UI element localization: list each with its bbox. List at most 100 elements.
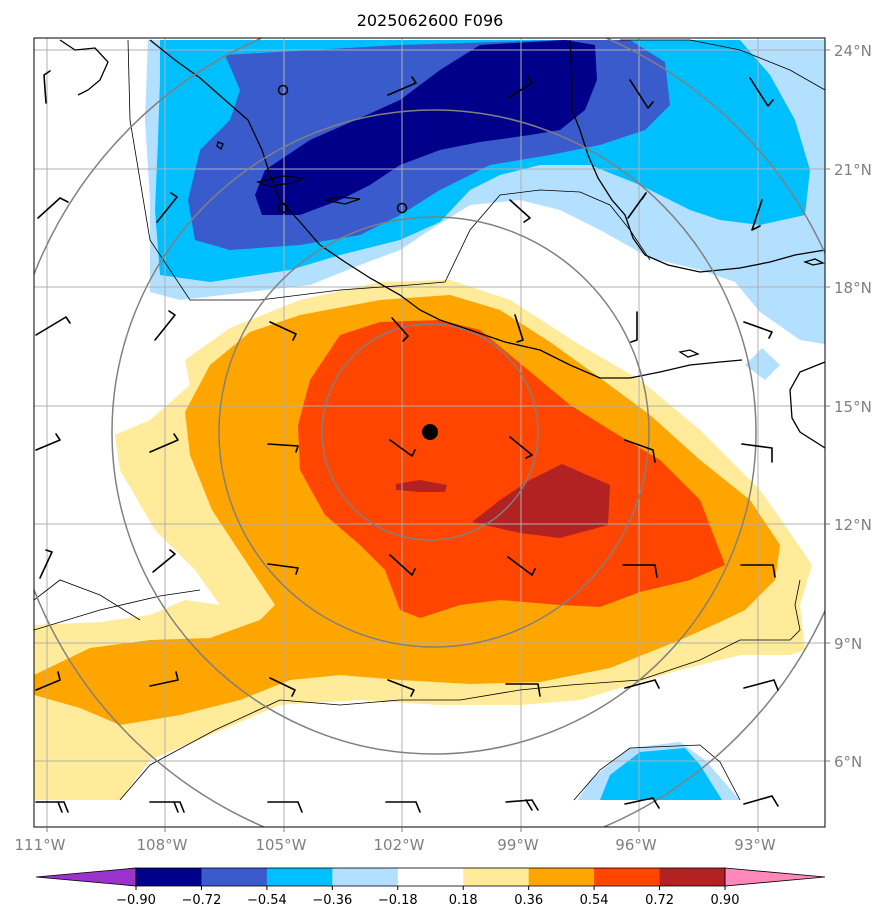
- negative-anomaly-field: [145, 40, 825, 800]
- colorbar-tick-label: −0.36: [312, 893, 352, 908]
- island-3: [324, 196, 361, 205]
- colorbar-segment: [266, 868, 333, 886]
- island-1: [216, 141, 224, 151]
- wind-barb: [514, 314, 524, 343]
- colorbar-segment: [594, 868, 661, 886]
- wind-barb: [387, 76, 417, 96]
- wind-barb: [149, 801, 185, 813]
- border-5: [573, 744, 741, 801]
- wind-barb: [149, 433, 179, 453]
- coastlines: [59, 39, 825, 449]
- lon-label: 99°W: [497, 836, 539, 854]
- colorbar-tick-label: −0.72: [182, 893, 222, 908]
- coastline-mexico-pacific: [149, 39, 743, 379]
- wind-barb: [627, 192, 647, 219]
- storm-center-marker: [422, 424, 438, 440]
- colorbar: −0.90 −0.72 −0.54 −0.36 −0.18 0.18 0.36 0.54 0.7…: [35, 867, 826, 908]
- contour-pos-072: [472, 464, 610, 538]
- coastline-central-america: [789, 361, 825, 449]
- wind-barb: [267, 801, 303, 813]
- wind-barb: [391, 317, 409, 342]
- colorbar-tick-label: 0.72: [645, 893, 674, 908]
- wind-barb: [149, 671, 179, 687]
- lon-label: 93°W: [734, 836, 776, 854]
- colorbar-tick-label: 0.90: [711, 893, 740, 908]
- colorbar-tick-label: −0.18: [378, 893, 418, 908]
- longitude-axis: 111°W 108°W 105°W 102°W 99°W 96°W 93°W: [15, 827, 776, 854]
- coastline-gulf: [569, 39, 825, 273]
- wind-barb: [35, 671, 61, 691]
- contour-pos-072-small: [396, 480, 447, 492]
- border-1: [127, 39, 651, 301]
- colorbar-segment: [659, 868, 726, 886]
- lon-label: 96°W: [615, 836, 657, 854]
- colorbar-extend-high: [724, 867, 826, 887]
- range-ring-2: [218, 216, 650, 648]
- wind-barb: [629, 79, 654, 109]
- wind-barb: [507, 76, 533, 99]
- wind-barbs: [35, 70, 779, 813]
- colorbar-segment: [397, 868, 464, 886]
- station-marker: [277, 84, 289, 96]
- wind-barb: [35, 801, 69, 813]
- wind-barb: [505, 683, 541, 697]
- station-markers: [277, 84, 408, 214]
- wind-barb: [267, 443, 299, 453]
- lon-label: 111°W: [15, 836, 66, 854]
- wind-barb: [505, 799, 539, 811]
- island-4: [678, 349, 700, 358]
- wind-barb: [740, 564, 776, 578]
- colorbar-tick-label: −0.54: [247, 893, 287, 908]
- wind-barb: [37, 197, 69, 219]
- station-marker: [396, 202, 408, 214]
- wind-barb: [35, 316, 71, 336]
- colorbar-segment: [201, 868, 268, 886]
- wind-barb: [743, 679, 779, 691]
- colorbar-outline: [135, 867, 726, 887]
- border-2: [34, 589, 201, 631]
- contour-neg-090: [255, 40, 597, 215]
- wind-barb: [624, 679, 660, 689]
- wind-barb: [622, 564, 658, 578]
- contour-neg-036-east: [745, 348, 780, 380]
- wind-barb: [39, 549, 53, 579]
- wind-barb: [389, 554, 416, 576]
- range-rings: [34, 38, 825, 827]
- lon-label: 108°W: [137, 836, 188, 854]
- wind-barb: [154, 310, 176, 341]
- wind-barb: [387, 679, 415, 697]
- lat-label: 6°N: [834, 753, 862, 771]
- wind-barb: [630, 311, 638, 343]
- colorbar-segment: [528, 868, 595, 886]
- wind-barb: [751, 199, 763, 231]
- lon-label: 105°W: [256, 836, 307, 854]
- border-4: [34, 579, 141, 621]
- colorbar-segment: [463, 868, 530, 886]
- gridlines: [34, 38, 825, 827]
- range-ring-1: [321, 323, 539, 541]
- lon-label: 102°W: [374, 836, 425, 854]
- wind-barb: [741, 443, 773, 463]
- map-frame: [33, 37, 826, 828]
- wind-barb: [509, 436, 533, 459]
- station-marker: [277, 202, 289, 214]
- wind-barb: [389, 439, 416, 457]
- colorbar-tick-label: −0.90: [116, 893, 156, 908]
- island-5: [802, 258, 825, 266]
- wind-barb: [624, 439, 656, 463]
- wind-barb: [156, 192, 178, 223]
- map-title: 2025062600 F096: [357, 11, 504, 30]
- wind-barb: [269, 321, 297, 341]
- range-ring-3: [111, 109, 757, 755]
- lat-label: 24°N: [834, 42, 872, 60]
- border-7: [119, 699, 281, 801]
- wind-barb: [749, 77, 774, 107]
- colorbar-segment: [136, 868, 202, 886]
- wind-barb: [43, 70, 51, 104]
- lat-label: 18°N: [834, 279, 872, 297]
- wind-barb: [624, 797, 660, 809]
- colorbar-tick-label: 0.36: [514, 893, 543, 908]
- wind-barb: [507, 556, 536, 576]
- coastline-baja: [59, 39, 109, 96]
